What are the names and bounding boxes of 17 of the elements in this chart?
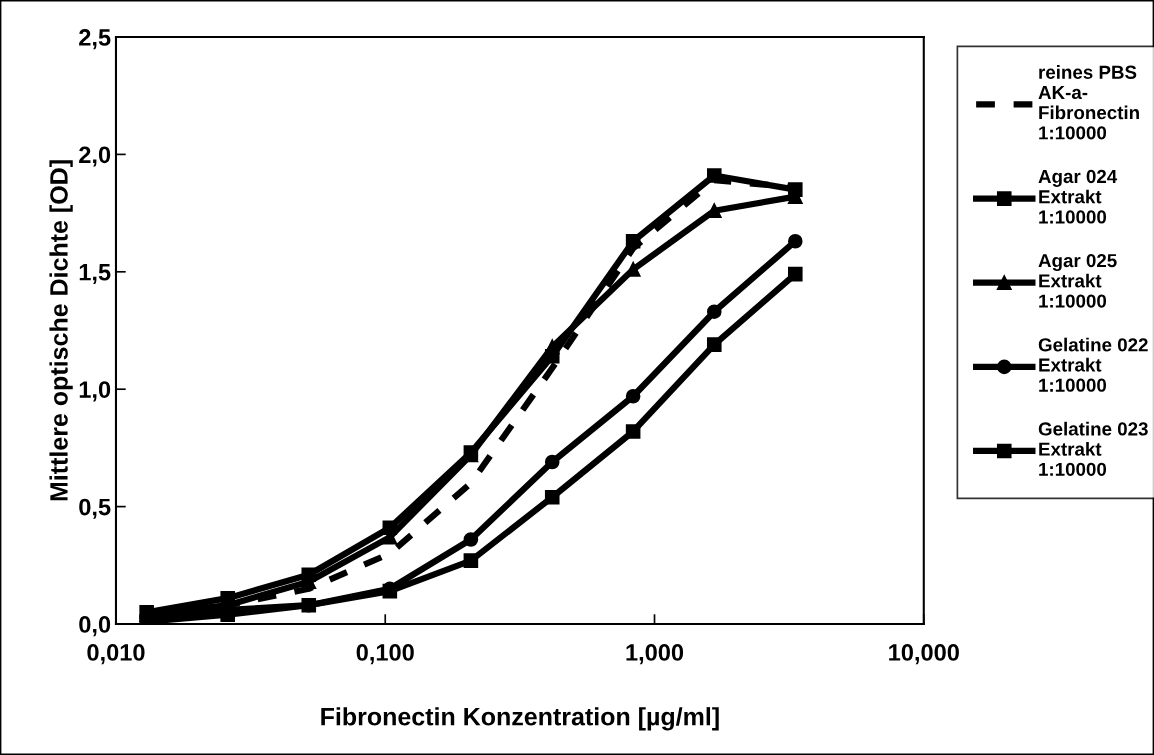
y-tick-label: 1,0 — [79, 381, 111, 402]
y-tick-label: 1,5 — [79, 264, 111, 285]
legend-label: Agar 024 Extrakt 1:10000 — [1038, 169, 1118, 224]
x-tick-label: 0,100 — [356, 644, 414, 665]
x-tick-label: 0,010 — [87, 644, 145, 665]
y-tick-label: 0,0 — [79, 616, 111, 637]
y-tick-label: 0,5 — [79, 498, 111, 519]
legend-label: Agar 025 Extrakt 1:10000 — [1038, 253, 1117, 308]
x-tick-label: 10,000 — [889, 644, 959, 665]
legend-label: reines PBS AK-a- Fibronectin 1:10000 — [1038, 65, 1139, 140]
legend-label: Gelatine 023 Extrakt 1:10000 — [1038, 421, 1148, 476]
y-tick-label: 2,0 — [79, 146, 111, 167]
y-axis-title: Mittlere optische Dichte [OD] — [49, 160, 73, 501]
x-axis-title: Fibronectin Konzentration [µg/ml] — [321, 707, 719, 731]
legend-label: Gelatine 022 Extrakt 1:10000 — [1038, 337, 1148, 392]
y-tick-label: 2,5 — [79, 29, 111, 50]
x-tick-label: 1,000 — [626, 644, 684, 665]
